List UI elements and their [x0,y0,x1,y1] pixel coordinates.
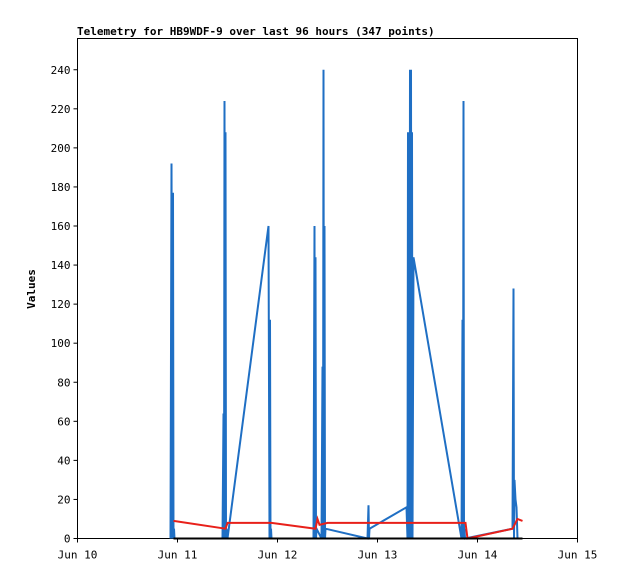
y-tick-label: 160 [51,220,71,233]
y-tick-label: 240 [51,64,71,77]
x-tick-label: Jun 15 [558,549,598,562]
series-line-2 [173,515,523,540]
y-tick-label: 20 [57,493,70,506]
y-tick-label: 120 [51,298,71,311]
plot-area [77,38,578,539]
x-tick-label: Jun 12 [258,549,298,562]
x-tick-label: Jun 13 [358,549,398,562]
series-layer [169,69,523,540]
y-tick-label: 40 [57,454,70,467]
y-tick-label: 180 [51,181,71,194]
y-axis: 0 20 40 60 80 100 120 140 160 180 200 220 240 [51,64,78,546]
y-tick-label: 200 [51,142,71,155]
x-tick-label: Jun 10 [58,549,98,562]
y-axis-label: Values [25,269,38,309]
y-tick-label: 60 [57,415,70,428]
y-tick-label: 80 [57,376,70,389]
y-tick-label: 0 [64,533,71,546]
y-tick-label: 220 [51,103,71,116]
y-tick-label: 140 [51,259,71,272]
chart-title: Telemetry for HB9WDF-9 over last 96 hour… [77,25,435,38]
x-tick-label: Jun 11 [158,549,198,562]
x-tick-label: Jun 14 [458,549,498,562]
x-axis: Jun 10 Jun 11 Jun 12 Jun 13 Jun 14 Jun 15 [58,538,598,562]
y-tick-label: 100 [51,337,71,350]
